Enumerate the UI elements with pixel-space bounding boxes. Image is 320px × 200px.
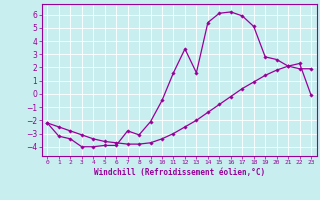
- X-axis label: Windchill (Refroidissement éolien,°C): Windchill (Refroidissement éolien,°C): [94, 168, 265, 177]
